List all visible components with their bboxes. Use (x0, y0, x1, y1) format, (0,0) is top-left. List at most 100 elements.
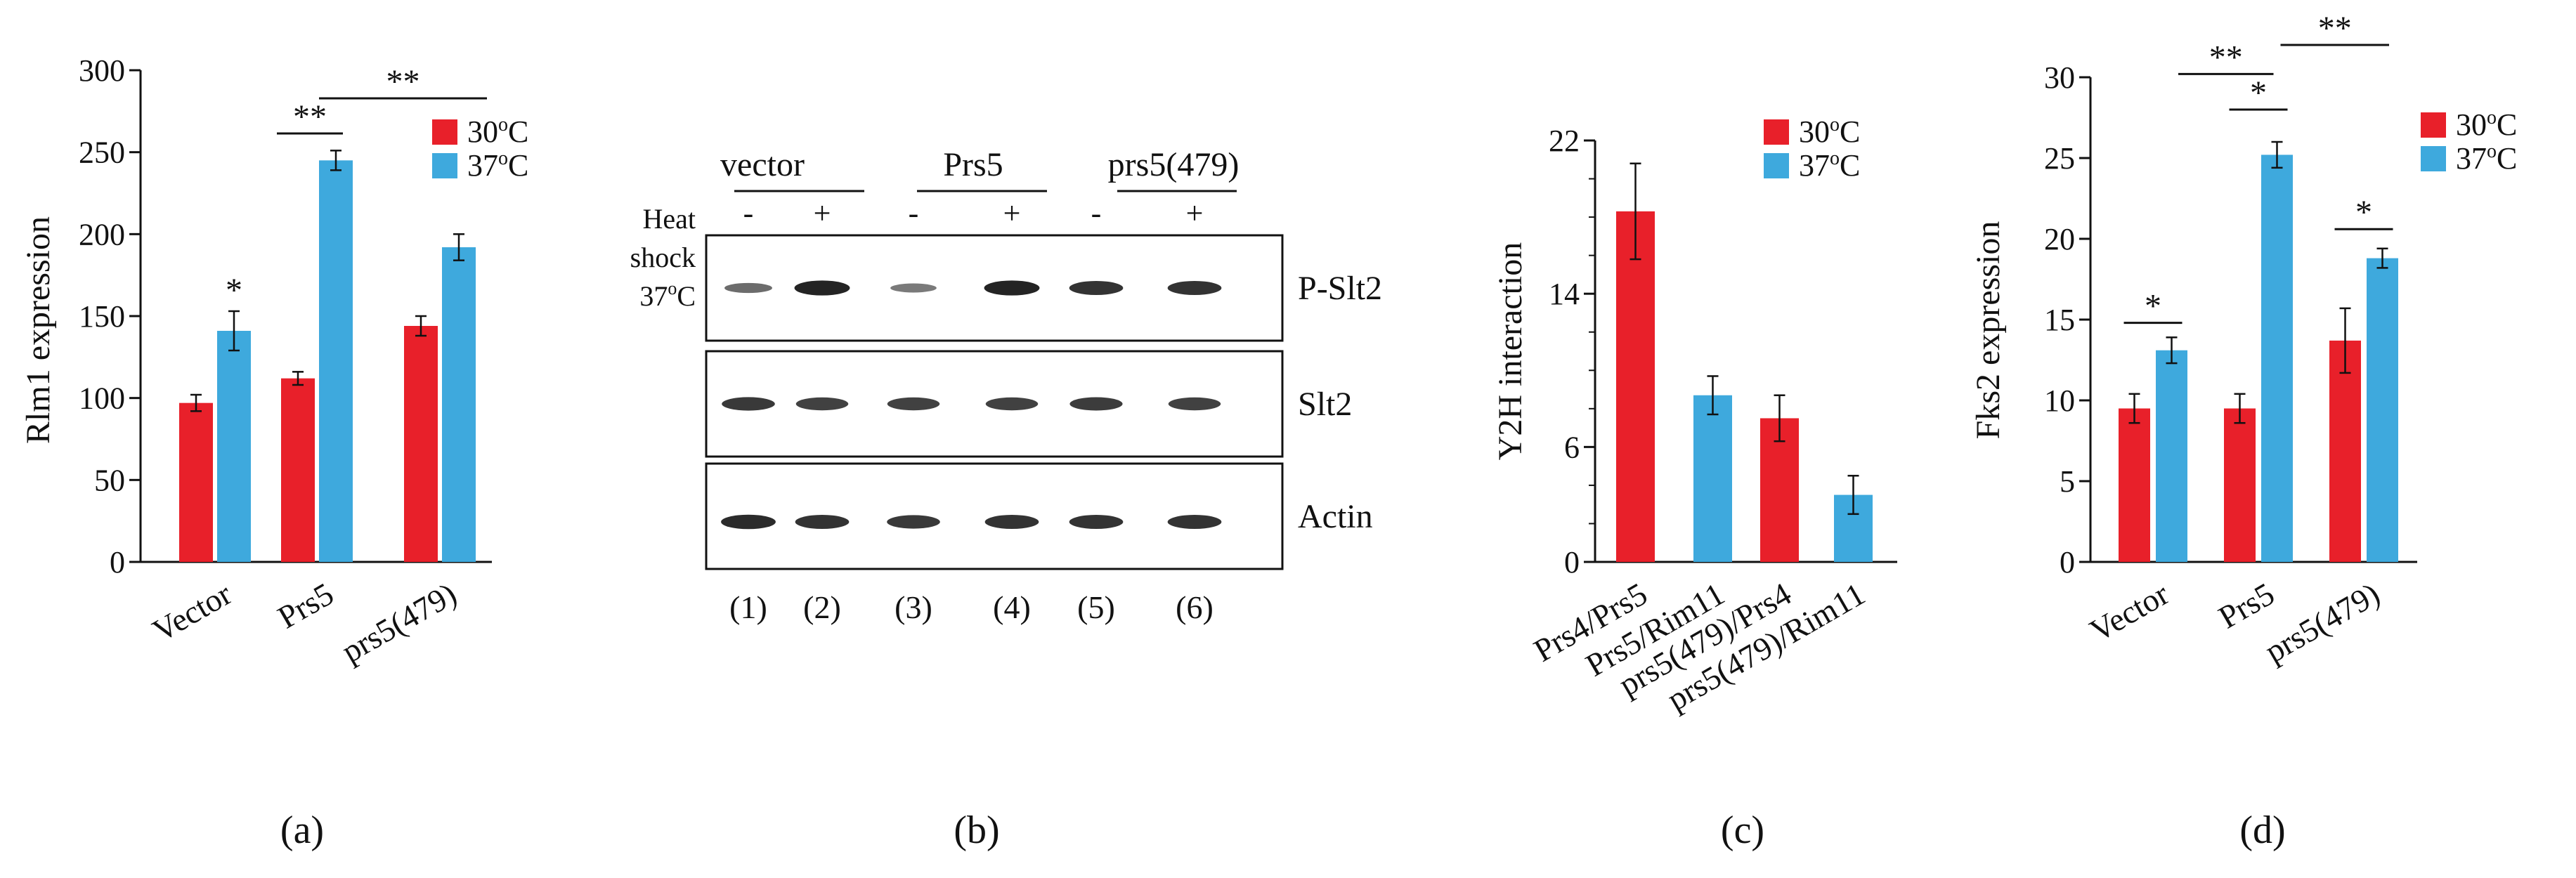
panel-a-y-tick-label: 100 (79, 381, 125, 416)
panel-a-legend-label: 30oC (467, 114, 528, 149)
panel-a-y-tick-label: 150 (79, 299, 125, 334)
blot-band (795, 397, 849, 411)
panel-a-bar (179, 402, 213, 562)
panel-a-bar (442, 247, 476, 562)
blot-row-label: Slt2 (1298, 386, 1352, 423)
panel-d-y-tick-label: 0 (2060, 545, 2075, 579)
blot-temp-label: 37oC (639, 278, 696, 312)
panel-b-letter: (b) (954, 808, 999, 852)
panel-a-x-tick-label: prs5(479) (336, 575, 462, 669)
blot-heat-sign: + (1186, 196, 1204, 230)
panel-d-ylabel: Fks2 expression (1970, 221, 2007, 440)
blot-band (724, 282, 772, 294)
panel-a-bar (404, 326, 438, 562)
blot-row-label: P-Slt2 (1298, 270, 1382, 307)
blot-heat-sign: - (909, 196, 919, 230)
blot-lane-label: (2) (803, 589, 841, 625)
blot-band (1069, 281, 1124, 295)
panel-c-bar (1693, 395, 1732, 562)
panel-d-significance-label: * (2145, 288, 2161, 325)
blot-lane-label: (1) (729, 589, 767, 625)
blot-row-label: Actin (1298, 498, 1373, 535)
blot-group-vector: vector (720, 146, 805, 183)
panel-d-y-tick-label: 25 (2044, 141, 2075, 176)
panel-a-legend-swatch (432, 119, 457, 145)
panel-d-x-tick-label: prs5(479) (2259, 575, 2386, 669)
blot-heat-label: Heat (642, 203, 696, 235)
panel-c-ylabel: Y2H interaction (1492, 242, 1529, 461)
panel-d-legend-swatch (2421, 112, 2446, 138)
blot-band (1167, 281, 1222, 295)
blot-group-prs5-479: prs5(479) (1108, 146, 1240, 183)
panel-b-western-blot: vector Prs5 prs5(479) Heat shock 37oC - +… (630, 146, 1382, 852)
blot-lane-label: (3) (895, 589, 932, 625)
panel-d-bar (2224, 408, 2256, 562)
blot-band (887, 397, 940, 411)
blot-lane-label: (5) (1077, 589, 1115, 625)
panel-c-bar (1616, 211, 1655, 562)
blot-group-prs5: Prs5 (943, 146, 1003, 183)
panel-a-bar (217, 331, 251, 562)
blot-rows: P-Slt2 Slt2 Actin (705, 234, 1382, 570)
panel-d-x-tick-label: Vector (2084, 575, 2175, 648)
panel-d-y-tick-label: 10 (2044, 384, 2075, 418)
panel-d-x-tick-label: Prs5 (2213, 575, 2280, 635)
blot-band (890, 283, 937, 293)
panel-a-legend-label: 37oC (467, 148, 528, 183)
panel-c-y-tick-label: 0 (1564, 545, 1580, 579)
panel-d-y-tick-label: 15 (2044, 303, 2075, 337)
panel-d-bar (2329, 340, 2361, 562)
blot-band (887, 515, 940, 529)
panel-c-y-tick-label: 6 (1564, 430, 1580, 464)
panel-c-legend-swatch (1764, 153, 1789, 178)
panel-a-y-tick-label: 0 (110, 545, 125, 579)
panel-a-bar (281, 378, 315, 562)
panel-d-bar (2156, 350, 2187, 562)
panel-a-y-tick-label: 200 (79, 217, 125, 251)
panel-c-letter: (c) (1721, 808, 1764, 852)
blot-band (795, 515, 850, 529)
panel-a-legend-swatch (432, 153, 457, 178)
blot-band (794, 280, 850, 296)
panel-c-legend-label: 30oC (1799, 114, 1860, 149)
panel-c-axes: 061422Prs4/Prs5Prs5/Rim11prs5(479)/Prs4p… (1528, 124, 1897, 717)
blot-band (1167, 515, 1222, 529)
blot-band (984, 280, 1040, 296)
panel-d-y-tick-label: 30 (2044, 60, 2075, 95)
panel-a-y-tick-label: 250 (79, 136, 125, 170)
panel-c-y-tick-label: 22 (1549, 124, 1580, 158)
panel-d-legend-label: 37oC (2456, 140, 2517, 176)
blot-band (1069, 397, 1123, 411)
blot-lane-label: (6) (1176, 589, 1214, 625)
panel-d-significance-label: * (2355, 194, 2372, 231)
panel-d-y-tick-label: 5 (2060, 464, 2075, 499)
panel-a-significance-label: ** (293, 98, 327, 136)
blot-shock-label: shock (630, 242, 696, 273)
panel-d-letter: (d) (2239, 808, 2285, 852)
blot-band (984, 515, 1039, 529)
panel-c-legend-swatch (1764, 119, 1789, 145)
panel-d-bar (2367, 258, 2398, 562)
panel-d-significance-label: ** (2318, 10, 2352, 47)
blot-heat-sign: + (1003, 196, 1021, 230)
panel-c-legend-label: 37oC (1799, 148, 1860, 183)
panel-d-significance-label: ** (2209, 39, 2243, 76)
panel-c-chart: 061422Prs4/Prs5Prs5/Rim11prs5(479)/Prs4p… (1492, 114, 1897, 852)
panel-a-x-tick-label: Vector (147, 575, 238, 648)
panel-a-y-tick-label: 300 (79, 53, 125, 88)
blot-band (1069, 515, 1124, 529)
blot-heat-sign: - (743, 196, 754, 230)
blot-band (985, 397, 1039, 411)
panel-c-bar (1760, 418, 1799, 562)
blot-heat-sign: - (1091, 196, 1102, 230)
panel-d-bar (2261, 155, 2293, 562)
blot-band (1168, 397, 1221, 411)
